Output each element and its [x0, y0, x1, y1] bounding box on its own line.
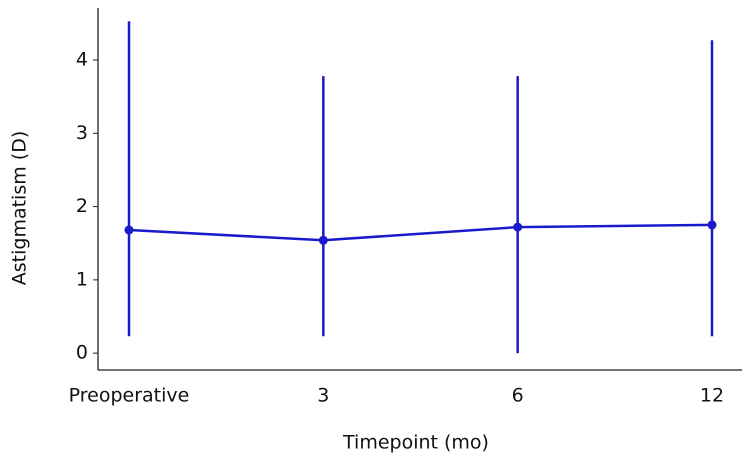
y-tick-label: 1: [76, 268, 88, 290]
y-tick-label: 4: [76, 49, 88, 71]
y-axis-label: Astigmatism (D): [9, 131, 31, 285]
y-tick-label: 0: [76, 342, 88, 364]
x-tick-label: 12: [700, 385, 724, 407]
x-axis-label: Timepoint (mo): [342, 432, 489, 454]
x-tick-label: 6: [512, 385, 524, 407]
y-tick-label: 2: [76, 195, 88, 217]
point: [513, 222, 523, 232]
y-tick-label: 3: [76, 122, 88, 144]
point: [124, 225, 134, 235]
x-tick-label: 3: [317, 385, 329, 407]
point: [318, 235, 328, 245]
x-tick-label: Preoperative: [69, 385, 190, 407]
point: [707, 220, 717, 230]
series-line: [128, 223, 713, 242]
